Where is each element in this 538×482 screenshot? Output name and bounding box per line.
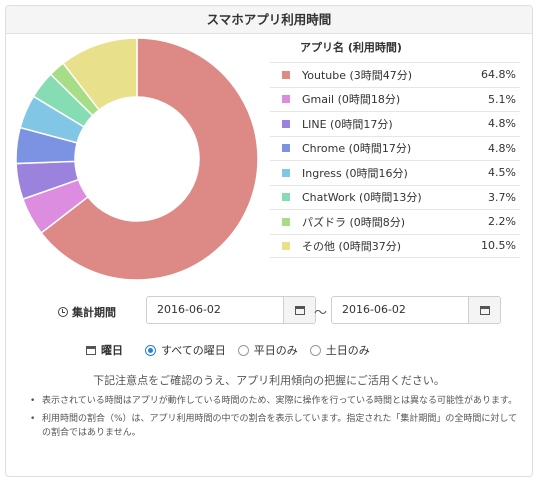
legend-swatch xyxy=(282,95,290,104)
period-label-group: 集計期間 xyxy=(58,304,116,320)
legend-label: Ingress (0時間16分) xyxy=(302,166,408,180)
legend-row: パズドラ (0時間8分) 2.2% xyxy=(270,209,520,234)
notice-text: 下記注意点をご確認のうえ、アプリ利用傾向の把握にご活用ください。 xyxy=(93,374,445,387)
radio-button[interactable] xyxy=(237,344,249,356)
panel-title: スマホアプリ利用時間 xyxy=(6,6,532,34)
weekday-radio-group: すべての曜日 平日のみ 土日のみ xyxy=(145,342,382,358)
donut-chart xyxy=(15,37,259,281)
weekday-label-group: 曜日 xyxy=(86,342,123,358)
weekday-option[interactable]: 土日のみ xyxy=(309,342,370,358)
legend-header: アプリ名 (利用時間) xyxy=(300,41,402,54)
legend-percent: 4.8% xyxy=(488,141,516,155)
legend-label: その他 (0時間37分) xyxy=(302,239,402,253)
legend-label: Youtube (3時間47分) xyxy=(302,68,413,82)
notes-list: 表示されている時間はアプリが動作している時間のため、実際に操作を行っている時間と… xyxy=(28,394,520,444)
period-separator: 〜 xyxy=(314,306,328,321)
legend-row: ChatWork (0時間13分) 3.7% xyxy=(270,184,520,210)
legend-percent: 4.8% xyxy=(488,117,516,131)
start-date-value[interactable]: 2016-06-02 xyxy=(157,303,221,316)
note-item: 表示されている時間はアプリが動作している時間のため、実際に操作を行っている時間と… xyxy=(28,394,520,408)
legend-row: Chrome (0時間17分) 4.8% xyxy=(270,135,520,161)
radio-button[interactable] xyxy=(145,344,156,356)
legend-row: LINE (0時間17分) 4.8% xyxy=(270,111,520,136)
weekday-option-label: 平日のみ xyxy=(253,344,298,357)
weekday-label: 曜日 xyxy=(101,344,123,357)
weekday-option[interactable]: すべての曜日 xyxy=(145,342,226,358)
legend-swatch xyxy=(282,168,290,177)
legend-label: Gmail (0時間18分) xyxy=(302,93,401,107)
legend-label: ChatWork (0時間13分) xyxy=(302,191,422,205)
period-row: 集計期間 2016-06-02 〜 2016-06-02 xyxy=(0,296,538,326)
weekday-option-label: 土日のみ xyxy=(325,344,370,357)
period-label: 集計期間 xyxy=(72,306,116,319)
start-date-field[interactable]: 2016-06-02 xyxy=(146,296,316,324)
legend-percent: 64.8% xyxy=(481,68,516,82)
legend-percent: 10.5% xyxy=(481,239,516,253)
donut-slice xyxy=(62,37,138,111)
legend-swatch xyxy=(282,217,290,226)
calendar-icon xyxy=(479,305,490,315)
end-date-calendar-button[interactable] xyxy=(468,297,500,323)
legend-label: Chrome (0時間17分) xyxy=(302,142,412,156)
legend-swatch xyxy=(282,241,290,250)
legend-row: その他 (0時間37分) 10.5% xyxy=(270,233,520,258)
radio-button[interactable] xyxy=(309,344,321,356)
start-date-calendar-button[interactable] xyxy=(283,297,315,323)
legend-row: Youtube (3時間47分) 64.8% xyxy=(270,62,520,87)
end-date-value[interactable]: 2016-06-02 xyxy=(342,303,406,316)
legend-table: アプリ名 (利用時間) Youtube (3時間47分) 64.8% Gmail (… xyxy=(270,34,520,258)
legend-percent: 5.1% xyxy=(488,92,516,106)
legend-row: Gmail (0時間18分) 5.1% xyxy=(270,86,520,112)
weekday-option[interactable]: 平日のみ xyxy=(237,342,298,358)
weekday-option-label: すべての曜日 xyxy=(161,344,226,357)
legend-label: LINE (0時間17分) xyxy=(302,117,393,131)
legend-percent: 2.2% xyxy=(488,215,516,229)
donut-slice xyxy=(40,37,259,281)
legend-swatch xyxy=(282,144,290,153)
weekday-row: 曜日 すべての曜日 平日のみ 土日のみ xyxy=(0,340,538,360)
calendar-icon xyxy=(294,305,305,315)
end-date-field[interactable]: 2016-06-02 xyxy=(331,296,501,324)
legend-swatch xyxy=(282,70,290,79)
legend-row: Ingress (0時間16分) 4.5% xyxy=(270,160,520,185)
legend-swatch xyxy=(282,119,290,128)
calendar-icon xyxy=(86,345,96,355)
clock-icon xyxy=(58,307,68,317)
note-item: 利用時間の割合（%）は、アプリ利用時間の中での割合を表示しています。指定された「… xyxy=(28,412,520,440)
legend-label: パズドラ (0時間8分) xyxy=(302,215,406,229)
legend-percent: 3.7% xyxy=(488,190,516,204)
legend-percent: 4.5% xyxy=(488,166,516,180)
legend-swatch xyxy=(282,193,290,202)
